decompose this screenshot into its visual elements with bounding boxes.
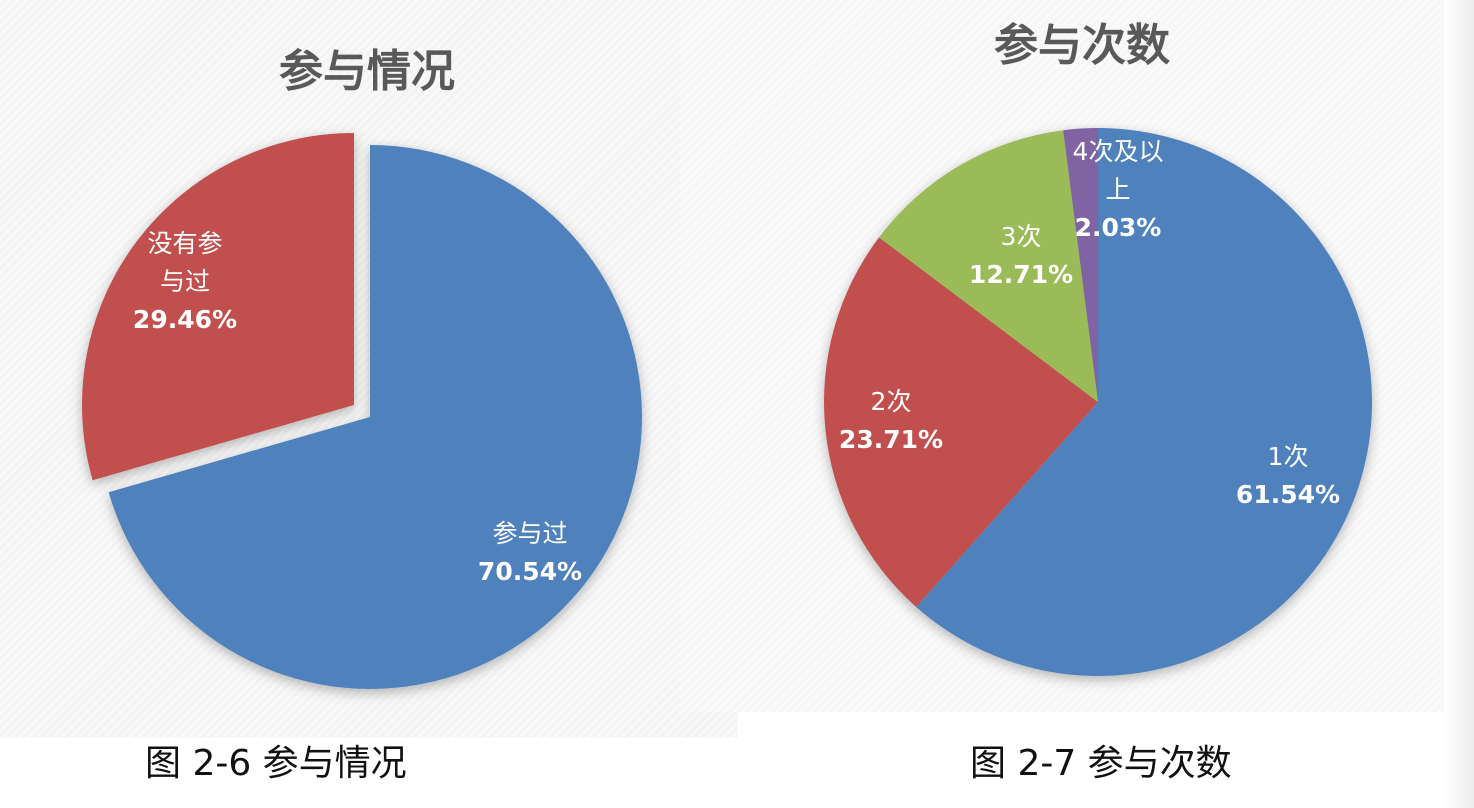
- figure-caption-2-6: 图 2-6 参与情况: [145, 743, 407, 784]
- pie-slice-3: [878, 130, 1098, 402]
- slice-label-2: 2次 23.71%: [839, 387, 943, 454]
- pie-slice-4: [1063, 128, 1098, 402]
- pie-chart-participation: 参与情况 参与过 70.54% 没有参与过 29.46%: [82, 46, 642, 689]
- chart-title: 参与情况: [279, 46, 455, 97]
- pie-slice-1: [108, 145, 642, 689]
- slice-label-2: 没有参与过 29.46%: [133, 229, 237, 334]
- slice-label-1: 参与过 70.54%: [478, 519, 582, 586]
- slice-label-1: 1次 61.54%: [1236, 442, 1340, 509]
- pie-chart-frequency: 参与次数 1次 61.54% 2次 23.71% 3次 12.71%4次及以上 2.03%: [824, 20, 1372, 677]
- slice-label-3: 3次 12.71%: [969, 222, 1073, 289]
- pie-slice-1: [916, 128, 1372, 677]
- pie-slice-2: [82, 132, 355, 481]
- figure-caption-2-7: 图 2-7 参与次数: [970, 743, 1232, 784]
- slice-label-4: 4次及以上 2.03%: [1073, 137, 1164, 242]
- pie-slice-2: [824, 237, 1098, 608]
- chart-title: 参与次数: [994, 20, 1170, 71]
- page-edge-shadow: [1444, 0, 1474, 808]
